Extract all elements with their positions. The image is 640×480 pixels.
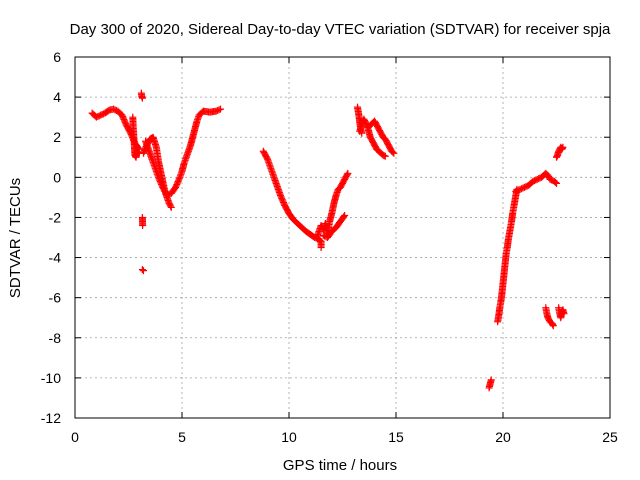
data-point (340, 213, 348, 221)
data-point (215, 106, 223, 114)
y-tick-label: -12 (41, 410, 61, 426)
x-tick-label: 10 (281, 429, 297, 445)
data-point (381, 152, 389, 160)
data-point (139, 221, 147, 229)
data-point (138, 266, 146, 274)
y-tick-label: 4 (53, 89, 61, 105)
data-point (389, 148, 397, 156)
data-point (134, 148, 142, 156)
data-points (88, 89, 568, 392)
data-point (560, 310, 568, 318)
y-axis-ticks: -12 -10 -8 -6 -4 -2 0 2 4 6 (41, 49, 610, 426)
data-point (553, 179, 560, 187)
data-point (390, 149, 398, 157)
data-point (551, 178, 559, 186)
y-tick-label: 6 (53, 49, 61, 65)
x-tick-label: 15 (388, 429, 404, 445)
data-point (487, 376, 495, 384)
chart-title: Day 300 of 2020, Sidereal Day-to-day VTE… (70, 21, 611, 38)
data-point (344, 169, 352, 177)
y-tick-label: 0 (53, 169, 61, 185)
grid-lines (75, 57, 610, 418)
y-tick-label: -6 (49, 290, 62, 306)
data-point (139, 267, 147, 275)
data-point (317, 244, 325, 252)
data-point (217, 105, 225, 113)
y-tick-label: -2 (49, 209, 62, 225)
x-tick-label: 20 (495, 429, 511, 445)
y-tick-label: -10 (41, 370, 61, 386)
x-tick-label: 0 (71, 429, 79, 445)
y-axis-label: SDTVAR / TECUs (7, 178, 24, 298)
data-point (559, 143, 567, 151)
data-point (167, 203, 175, 211)
data-point (167, 202, 175, 210)
data-point (138, 94, 146, 102)
data-point (549, 322, 557, 330)
x-axis-label: GPS time / hours (283, 457, 397, 474)
x-axis-ticks: 0 5 10 15 20 25 (71, 57, 618, 445)
data-point (341, 211, 349, 219)
x-tick-label: 5 (178, 429, 186, 445)
x-tick-label: 25 (602, 429, 618, 445)
plot-frame (74, 56, 611, 419)
y-tick-label: -8 (49, 330, 62, 346)
y-tick-label: 2 (53, 129, 61, 145)
y-tick-label: -4 (49, 250, 62, 266)
data-point (175, 175, 183, 183)
